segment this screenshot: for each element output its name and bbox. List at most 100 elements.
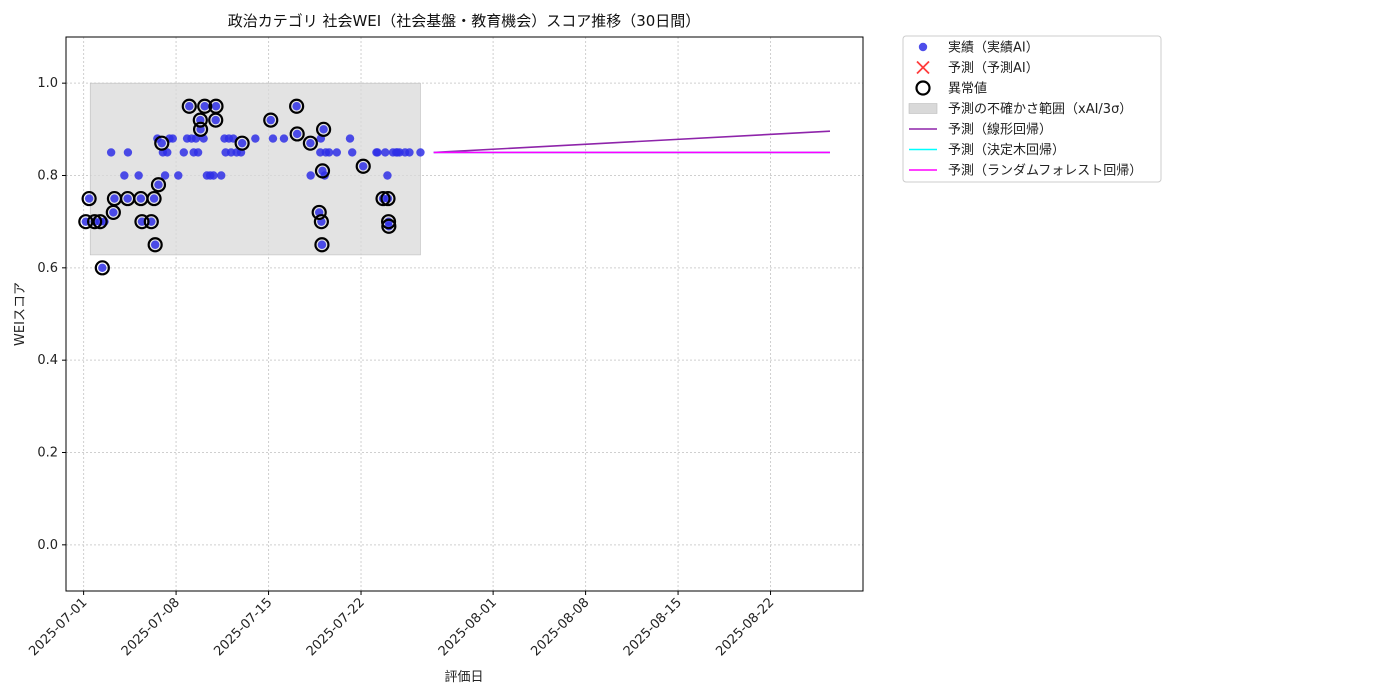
x-tick-label: 2025-07-01 [26, 595, 90, 659]
anomaly-marker [208, 98, 224, 114]
legend-label: 予測の不確かさ範囲（xAI/3σ） [948, 101, 1132, 117]
actual-point [179, 148, 188, 157]
actual-point [268, 134, 278, 143]
anomaly-marker [192, 121, 209, 137]
actual-point [209, 171, 218, 180]
actual-point [106, 148, 116, 157]
legend-swatch-box [908, 103, 938, 114]
anomaly-marker [355, 158, 371, 174]
legend-item-anomaly: 異常値 [915, 80, 987, 97]
actual-point [345, 134, 355, 143]
actual-point [134, 171, 143, 180]
legend-box [902, 35, 1162, 183]
actual-point [123, 148, 133, 157]
legend-item-predicted_ai: 予測（予測AI） [916, 60, 1039, 76]
actual-point [123, 194, 132, 203]
y-tick-label: 0.6 [37, 261, 58, 276]
actual-point [168, 134, 177, 143]
actual-point [160, 171, 170, 180]
forecast-lines-layer [433, 130, 831, 154]
anomaly-marker [314, 163, 331, 179]
anomaly-marker [263, 112, 279, 128]
actual-point [110, 194, 119, 203]
actual-point [292, 102, 301, 111]
actual-point [405, 148, 414, 157]
actual-point [306, 138, 315, 148]
anomaly-marker [94, 260, 110, 276]
actual-point [306, 171, 315, 180]
chart-title: 政治カテゴリ 社会WEI（社会基盤・教育機会）スコア推移（30日間） [228, 12, 701, 30]
anomaly-marker [314, 237, 330, 253]
anomaly-marker [315, 121, 332, 137]
actual-point [381, 148, 390, 157]
actual-point [292, 129, 302, 139]
actual-point [324, 148, 334, 157]
anomaly-marker [380, 190, 396, 207]
x-tick-label: 2025-07-15 [211, 595, 275, 659]
legend-label: 予測（決定木回帰） [948, 142, 1065, 158]
anomaly-marker [78, 214, 94, 230]
anomaly-marker [311, 204, 327, 221]
actual-point [150, 240, 160, 249]
plot-frame [65, 36, 864, 592]
anomaly-markers-layer [78, 98, 397, 276]
anomaly-marker [134, 214, 150, 230]
actual-point [373, 148, 382, 157]
actual-point [120, 171, 129, 180]
actual-point [157, 138, 166, 148]
anomaly-marker [146, 190, 162, 207]
y-tick-label: 0.8 [37, 169, 58, 184]
y-axis-label: WEIスコア [13, 282, 28, 346]
x-tick-label: 2025-08-22 [713, 595, 777, 659]
anomaly-marker [380, 214, 397, 230]
y-tick-label: 0.2 [37, 446, 58, 461]
legend-label: 予測（予測AI） [948, 61, 1039, 76]
actual-points-layer [81, 102, 425, 273]
legend-label: 予測（ランダムフォレスト回帰） [948, 163, 1142, 179]
anomaly-marker [192, 112, 208, 128]
anomaly-marker [150, 177, 167, 193]
y-tick-label: 1.0 [37, 76, 58, 91]
actual-point [317, 240, 327, 249]
anomaly-marker [147, 237, 163, 253]
uncertainty-band [89, 82, 421, 256]
anomaly-marker [92, 214, 108, 230]
x-tick-label: 2025-08-08 [528, 595, 592, 659]
legend-item-tree: 予測（決定木回帰） [909, 142, 1065, 158]
actual-point [266, 115, 275, 125]
actual-point [174, 171, 183, 180]
actual-point [136, 194, 146, 203]
actual-point [154, 180, 163, 189]
legend-item-linear: 予測（線形回帰） [909, 122, 1052, 138]
anomaly-marker [181, 98, 197, 114]
anomaly-marker [313, 214, 329, 230]
x-tick-label: 2025-08-15 [621, 595, 685, 659]
actual-point [163, 148, 172, 157]
actual-point [332, 148, 342, 157]
anomaly-marker [143, 214, 159, 230]
actual-point [109, 208, 118, 217]
actual-point [279, 134, 289, 143]
legend-label: 予測（線形回帰） [948, 122, 1052, 138]
actual-point [84, 194, 94, 203]
x-tick-label: 2025-07-08 [119, 595, 183, 659]
y-tick-label: 0.0 [37, 538, 58, 553]
actual-point [383, 171, 392, 180]
legend-label: 異常値 [948, 81, 987, 97]
actual-point [217, 171, 226, 180]
legend-label: 実績（実績AI） [948, 40, 1039, 56]
anomaly-marker [381, 218, 397, 234]
anomaly-marker [197, 98, 213, 114]
actual-point [416, 148, 425, 157]
anomaly-marker [81, 190, 97, 207]
anomaly-marker [375, 190, 391, 207]
actual-point [319, 125, 328, 134]
anomaly-marker [87, 214, 103, 230]
forecast-line-linear [433, 130, 831, 154]
uncertainty-band-layer [89, 82, 421, 256]
legend-item-uncertainty: 予測の不確かさ範囲（xAI/3σ） [908, 101, 1132, 117]
actual-point [237, 138, 247, 148]
legend-item-actual: 実績（実績AI） [918, 40, 1039, 56]
